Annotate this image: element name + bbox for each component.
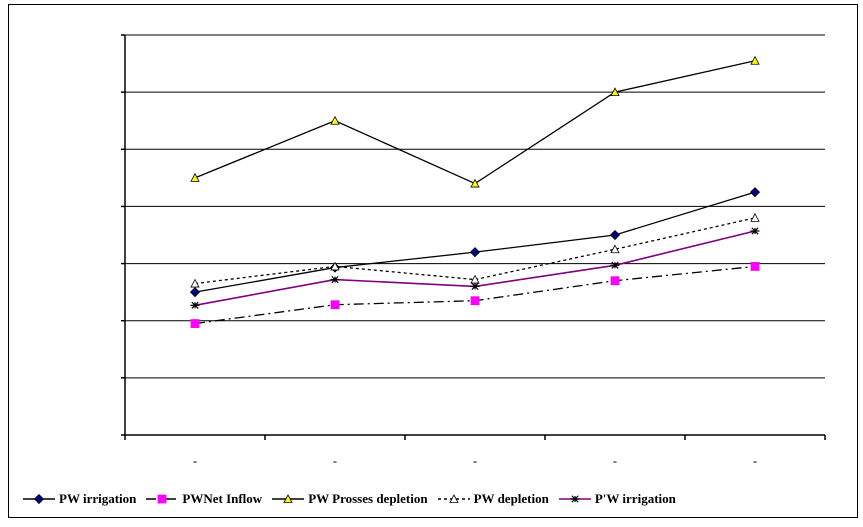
legend-item-1: PWNet Inflow — [146, 491, 262, 507]
point-s2-3 — [610, 87, 620, 97]
point-s3-3 — [610, 244, 620, 254]
point-s4-0 — [190, 301, 200, 309]
legend-item-2: PW Prosses depletion — [272, 491, 428, 507]
legend-label-2: PW Prosses depletion — [308, 491, 428, 506]
legend-swatch-3 — [437, 494, 470, 503]
legend-swatch-4 — [558, 495, 591, 503]
legend: PW irrigation PWNet Inflow PW Prosses depl… — [23, 487, 686, 511]
series-markers — [189, 55, 761, 328]
legend-label-0: PW irrigation — [59, 491, 137, 506]
line-chart: ----- — [121, 34, 826, 468]
legend-label-1: PWNet Inflow — [182, 491, 263, 506]
point-s4-3 — [610, 261, 620, 269]
x-tick-label-4: - — [753, 454, 757, 468]
point-s3-1 — [330, 261, 340, 271]
point-s0-0 — [189, 287, 201, 298]
point-s0-2 — [469, 247, 481, 258]
point-s0-4 — [749, 187, 761, 198]
legend-label-4: P'W irrigation — [594, 491, 676, 506]
legend-label-3: PW depletion — [473, 491, 549, 506]
legend-marker-1 — [157, 494, 167, 504]
point-s3-0 — [190, 278, 200, 288]
x-tick-labels: ----- — [193, 454, 757, 468]
point-s4-4 — [750, 227, 760, 235]
legend-swatch-0 — [23, 493, 55, 505]
point-s1-3 — [610, 276, 620, 286]
point-s3-2 — [470, 274, 480, 284]
legend-item-3: PW depletion — [437, 491, 549, 507]
legend-swatch-1 — [146, 494, 179, 504]
legend-marker-2 — [283, 494, 293, 503]
point-s3-4 — [750, 213, 760, 222]
gridlines — [125, 34, 825, 379]
point-s2-4 — [750, 55, 760, 65]
point-s1-2 — [470, 296, 480, 306]
legend-marker-4 — [570, 495, 580, 503]
point-s2-0 — [190, 173, 200, 182]
x-tick-label-1: - — [333, 454, 337, 468]
series-line-2 — [194, 60, 756, 185]
point-s0-3 — [609, 229, 621, 241]
point-s4-2 — [470, 282, 480, 291]
legend-marker-0 — [33, 493, 45, 505]
legend-item-4: P'W irrigation — [558, 491, 676, 507]
legend-item-0: PW irrigation — [23, 491, 136, 507]
point-s1-0 — [190, 319, 200, 328]
point-s2-1 — [330, 115, 340, 125]
legend-swatch-2 — [272, 494, 305, 503]
x-tick-label-2: - — [473, 454, 477, 468]
chart-frame: - - - - - PW irrigation PWNet Inflow PW Prosse… — [8, 4, 858, 518]
axes — [121, 34, 826, 440]
legend-marker-3 — [448, 494, 459, 503]
x-tick-label-0: - — [193, 454, 197, 468]
point-s1-1 — [330, 300, 340, 310]
point-s2-2 — [470, 178, 480, 188]
series-line-4 — [194, 230, 756, 307]
point-s1-4 — [750, 262, 760, 271]
x-tick-label-3: - — [613, 454, 617, 468]
point-s4-1 — [330, 275, 340, 284]
